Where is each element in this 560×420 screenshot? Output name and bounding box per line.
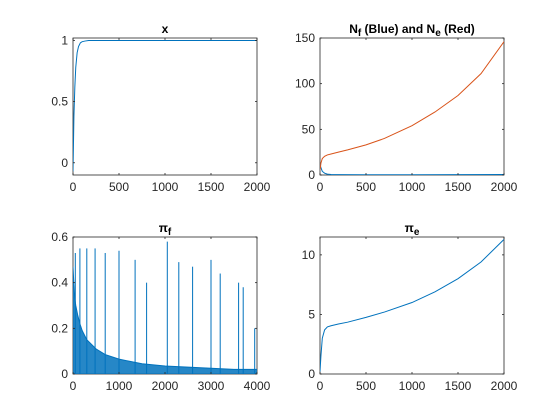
subplot-title: x (162, 22, 169, 36)
x-tick-label: 0 (70, 180, 77, 194)
y-tick-label: 10 (302, 248, 316, 262)
x-tick-label: 0 (317, 180, 324, 194)
subplot-2: 0 500 1000 1500 2000 0 50 100 150 Nf (Blue) and N… (295, 22, 518, 194)
y-tick-label: 0 (61, 367, 68, 381)
x-tick-label: 1500 (198, 180, 225, 194)
y-tick-label: 0.6 (51, 230, 68, 244)
series-envelope (73, 266, 257, 374)
plot-area (73, 241, 257, 374)
y-tick-label: 150 (295, 31, 315, 45)
subplot-title: Nf (Blue) and Ne (Red) (349, 22, 475, 39)
x-tick-label: 1500 (445, 379, 472, 393)
x-tick-label: 3000 (198, 379, 225, 393)
subplot-4: 0 500 1000 1500 2000 0 5 10 πe (302, 221, 518, 393)
x-tick-label: 1500 (445, 180, 472, 194)
axes-box (319, 236, 505, 375)
subplot-title: πf (159, 221, 172, 238)
x-tick-label: 1000 (399, 180, 426, 194)
series-line-2 (320, 41, 504, 171)
y-tick-label: 5 (308, 307, 315, 321)
y-tick-label: 100 (295, 77, 315, 91)
plot-area (320, 41, 504, 175)
x-tick-label: 2000 (491, 180, 518, 194)
series-line-1 (320, 163, 504, 175)
x-tick-label: 1000 (399, 379, 426, 393)
y-tick-label: 0.2 (51, 321, 68, 335)
y-tick-label: 0 (308, 367, 315, 381)
subplot-1: 0 500 1000 1500 2000 0 0.5 1 x (51, 22, 270, 194)
y-tick-label: 50 (302, 122, 316, 136)
y-tick-label: 0 (308, 168, 315, 182)
y-tick-label: 0.4 (51, 276, 68, 290)
x-tick-label: 2000 (244, 180, 271, 194)
x-tick-label: 2000 (491, 379, 518, 393)
x-tick-label: 0 (317, 379, 324, 393)
y-tick-label: 0.5 (51, 95, 68, 109)
x-tick-label: 4000 (244, 379, 271, 393)
plot-area (320, 239, 504, 372)
subplot-title: πe (405, 221, 420, 238)
y-tick-label: 0 (61, 156, 68, 170)
x-tick-label: 0 (70, 379, 77, 393)
x-tick-label: 1000 (106, 379, 133, 393)
x-tick-label: 500 (356, 379, 376, 393)
axes-box (319, 37, 505, 176)
axes-box (72, 37, 258, 176)
x-tick-label: 2000 (152, 379, 179, 393)
x-tick-label: 1000 (152, 180, 179, 194)
subplot-3: 0 1000 2000 3000 4000 0 0.2 0.4 0.6 πf (51, 221, 270, 393)
x-tick-label: 500 (109, 180, 129, 194)
x-tick-label: 500 (356, 180, 376, 194)
y-tick-label: 1 (61, 33, 68, 47)
axes-box (72, 236, 258, 375)
series-line-1 (320, 239, 504, 372)
